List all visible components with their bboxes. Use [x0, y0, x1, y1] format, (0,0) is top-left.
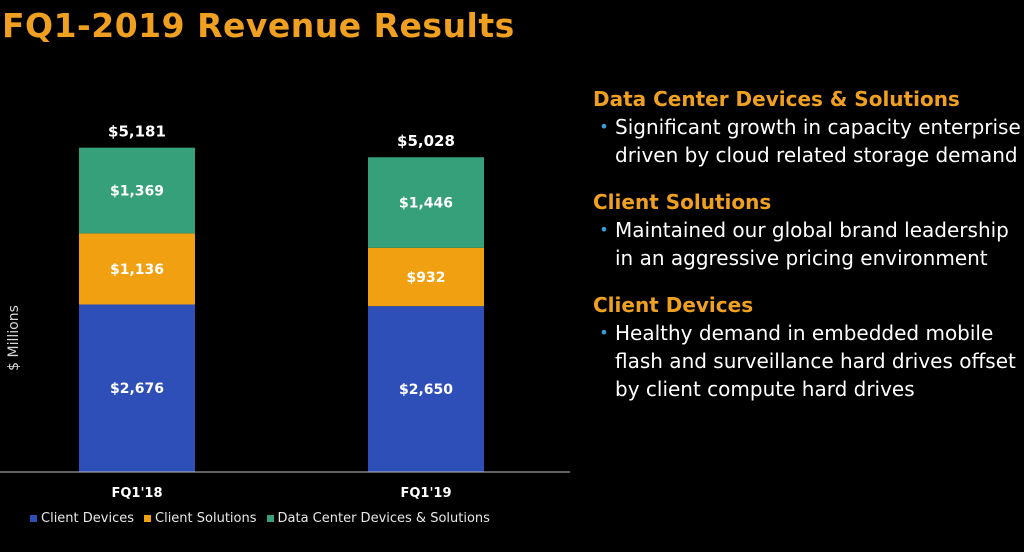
- bullet-text-client-solutions: Maintained our global brand leadership i…: [615, 218, 1009, 270]
- bullet-dot-icon: •: [599, 220, 609, 239]
- bar-segment-client-solutions: [79, 233, 195, 305]
- section-heading-data-center: Data Center Devices & Solutions: [593, 87, 960, 111]
- total-label: $5,181: [108, 123, 166, 141]
- legend-label-client-devices: Client Devices: [41, 511, 134, 526]
- bar-segment-client-devices: [368, 306, 484, 472]
- bullet-dot-icon: •: [599, 117, 609, 136]
- bar-segment-client-solutions: [368, 247, 484, 307]
- data-label: $1,369: [110, 184, 164, 200]
- section-heading-client-solutions: Client Solutions: [593, 190, 772, 214]
- legend-swatch-data-center: [266, 515, 274, 522]
- category-label: FQ1'18: [111, 486, 162, 501]
- data-label: $932: [407, 270, 446, 286]
- chart-legend: Client Devices Client Solutions Data Cen…: [30, 511, 490, 526]
- commentary-section-client-solutions: Client Solutions • Maintained our global…: [593, 189, 1023, 272]
- bullet-client-solutions: • Maintained our global brand leadership…: [593, 216, 1023, 272]
- bullet-dot-icon: •: [599, 323, 609, 342]
- section-heading-client-devices: Client Devices: [593, 293, 754, 317]
- bullet-client-devices: • Healthy demand in embedded mobile flas…: [593, 319, 1023, 403]
- bullet-text-data-center: Significant growth in capacity enterpris…: [615, 115, 1021, 167]
- category-label: FQ1'19: [400, 486, 451, 501]
- legend-item-data-center: Data Center Devices & Solutions: [266, 511, 490, 526]
- legend-item-client-devices: Client Devices: [30, 511, 134, 526]
- bullet-text-client-devices: Healthy demand in embedded mobile flash …: [615, 321, 1016, 401]
- commentary-panel: Data Center Devices & Solutions • Signif…: [593, 86, 1023, 423]
- commentary-section-data-center: Data Center Devices & Solutions • Signif…: [593, 86, 1023, 169]
- bullet-data-center: • Significant growth in capacity enterpr…: [593, 113, 1023, 169]
- page-title: FQ1-2019 Revenue Results: [2, 6, 515, 45]
- legend-item-client-solutions: Client Solutions: [144, 511, 257, 526]
- bar-segment-data-center-devices-solutions: [79, 147, 195, 234]
- bar-segment-client-devices: [79, 304, 195, 472]
- legend-swatch-client-devices: [30, 515, 37, 522]
- commentary-section-client-devices: Client Devices • Healthy demand in embed…: [593, 292, 1023, 403]
- legend-swatch-client-solutions: [144, 515, 151, 522]
- legend-label-client-solutions: Client Solutions: [155, 511, 257, 526]
- total-label: $5,028: [397, 132, 455, 150]
- data-label: $1,136: [110, 262, 164, 278]
- stacked-bar-chart: $2,676 $1,136 $1,369 $5,181 FQ1'18 $2,650 $932…: [0, 123, 570, 501]
- data-label: $2,650: [399, 382, 453, 398]
- legend-label-data-center: Data Center Devices & Solutions: [277, 511, 490, 526]
- bar-segment-data-center-devices-solutions: [368, 157, 484, 248]
- data-label: $1,446: [399, 196, 453, 212]
- data-label: $2,676: [110, 381, 164, 397]
